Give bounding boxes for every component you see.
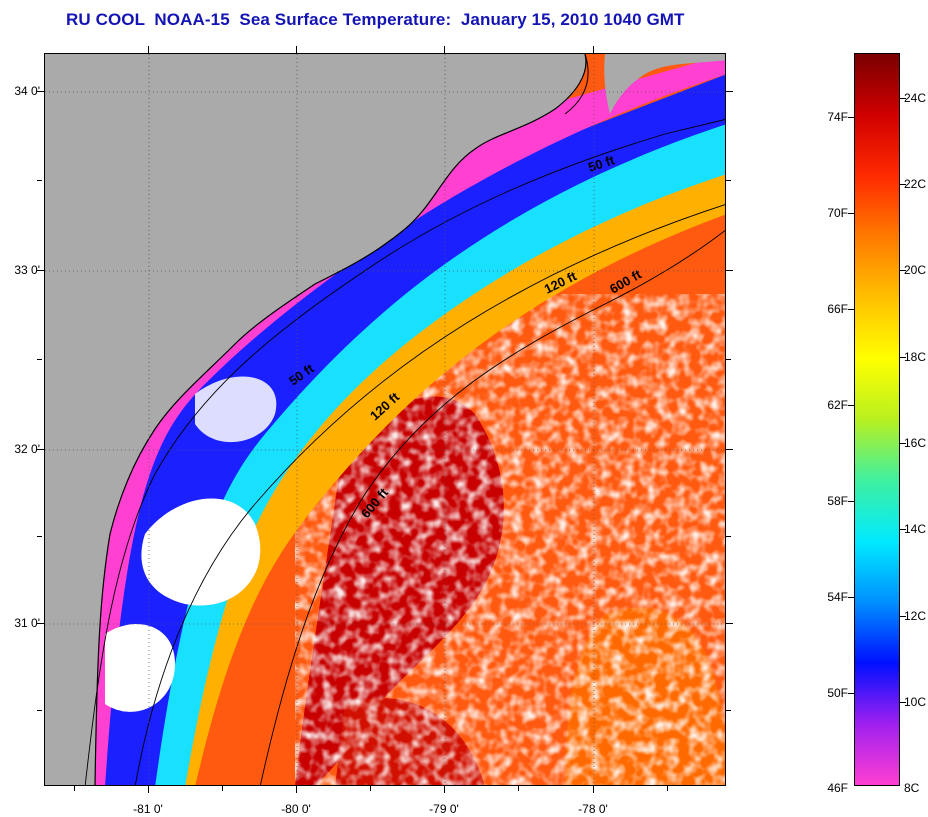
colorbar-celsius-label: 14C — [904, 522, 927, 536]
isobath-50ft — [84, 119, 725, 785]
colorbar-fahrenheit-label: 58F — [827, 494, 848, 508]
temperature-colorbar — [854, 53, 900, 786]
latitude-label: 34 0' — [14, 84, 40, 98]
colorbar-celsius-label: 18C — [904, 350, 927, 364]
colorbar-celsius-label: 16C — [904, 436, 927, 450]
longitude-label: -80 0' — [281, 802, 311, 816]
colorbar-celsius-label: 22C — [904, 177, 927, 191]
land-mass — [45, 54, 586, 785]
colorbar-fahrenheit-label: 54F — [827, 590, 848, 604]
colorbar-celsius-label: 12C — [904, 609, 927, 623]
shelf-water-cool — [45, 114, 725, 785]
longitude-label: -78 0' — [578, 802, 608, 816]
isobath-600ft — [259, 229, 725, 785]
sst-map: 50 ft 120 ft 600 ft 50 ft 120 ft 600 ft — [44, 53, 726, 786]
longitude-label: -79 0' — [429, 802, 459, 816]
colorbar-fahrenheit-label: 46F — [827, 781, 848, 795]
colorbar-fahrenheit-label: 66F — [827, 302, 848, 316]
colorbar-celsius-label: 10C — [904, 695, 927, 709]
colorbar-celsius-label: 24C — [904, 91, 927, 105]
shelf-water-cold — [45, 74, 725, 785]
colorbar-fahrenheit-label: 70F — [827, 206, 848, 220]
colorbar-celsius-label: 8C — [904, 781, 920, 795]
colorbar-fahrenheit-label: 62F — [827, 398, 848, 412]
latitude-label: 31 0' — [14, 616, 40, 630]
latitude-label: 32 0' — [14, 442, 40, 456]
colorbar-celsius-label: 20C — [904, 263, 927, 277]
map-title: RU COOL NOAA-15 Sea Surface Temperature:… — [66, 10, 685, 29]
colorbar-fahrenheit-label: 50F — [827, 686, 848, 700]
latitude-label: 33 0' — [14, 263, 40, 277]
coastline — [94, 54, 587, 785]
colorbar-fahrenheit-label: 74F — [827, 110, 848, 124]
isobath-120ft — [134, 204, 725, 785]
longitude-label: -81 0' — [133, 802, 163, 816]
